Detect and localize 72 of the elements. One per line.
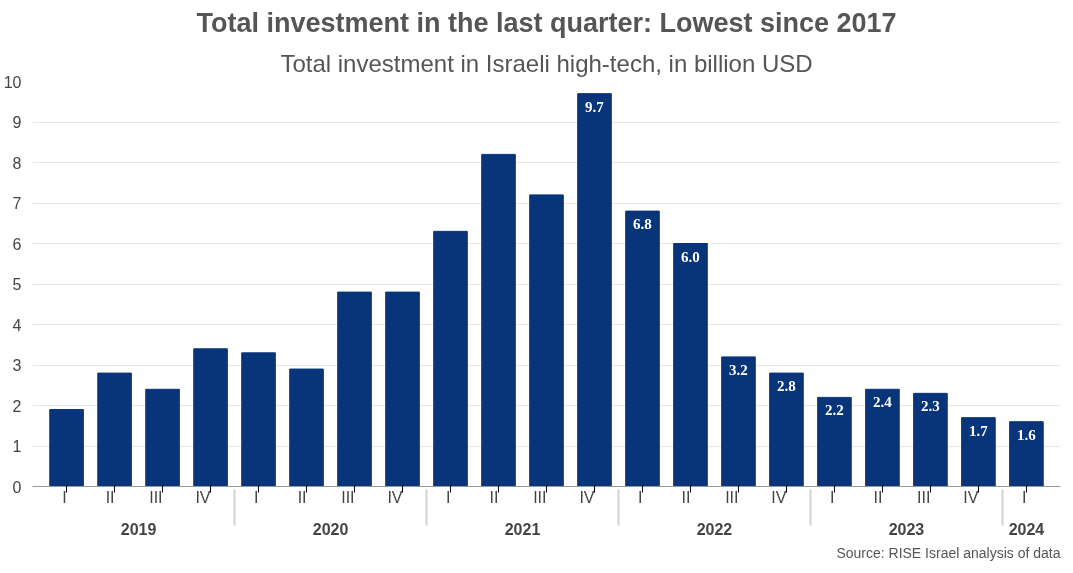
bar	[913, 392, 948, 487]
data-label: 6.0	[681, 248, 700, 265]
data-label: 9.7	[585, 98, 605, 115]
x-tick-label: III	[149, 489, 163, 506]
data-label: 6.8	[633, 216, 652, 233]
bar	[673, 243, 708, 487]
bar	[433, 230, 468, 487]
x-tick-label: II	[489, 489, 499, 506]
y-tick-label: 5	[12, 276, 22, 293]
x-tick-label: III	[917, 489, 931, 506]
text: 2024	[1008, 520, 1045, 538]
x-tick-label: I	[638, 489, 643, 506]
x-tick-label: III	[533, 489, 547, 506]
bar	[1009, 421, 1044, 487]
data-label: 1.7	[969, 422, 989, 439]
x-tick-label: II	[297, 489, 307, 506]
text: 2021	[504, 520, 541, 538]
bar	[577, 93, 612, 487]
bar	[769, 372, 804, 487]
y-tick-label: 8	[12, 154, 22, 172]
x-tick-label: I	[62, 489, 67, 506]
x-tick-label: III	[725, 489, 739, 506]
text: 2020	[312, 520, 349, 538]
chart-subtitle: Total investment in Israeli high-tech, in billion USD	[280, 49, 813, 77]
bar	[961, 417, 996, 487]
source-note: Source: RISE Israel analysis of data	[836, 544, 1061, 561]
y-tick-label: 0	[12, 478, 22, 496]
bar	[193, 348, 228, 487]
bar	[385, 291, 420, 487]
data-label: 3.2	[729, 361, 748, 378]
x-tick-label: II	[873, 489, 883, 506]
x-tick-label: III	[341, 489, 355, 506]
bar	[529, 194, 564, 487]
chart-title: Total investment in the last quarter: Lowest since 2017	[196, 7, 897, 38]
bar	[625, 210, 660, 487]
x-tick-label: I	[254, 489, 259, 506]
bar	[49, 409, 84, 487]
y-tick-label: 7	[12, 195, 22, 212]
x-tick-label: IV	[771, 489, 787, 506]
y-tick-label: 9	[12, 114, 22, 131]
text: 2023	[888, 520, 925, 538]
data-label: 2.8	[777, 378, 796, 395]
x-tick-label: IV	[387, 489, 403, 506]
data-label: 2.3	[921, 398, 940, 415]
bar	[721, 356, 756, 487]
bar	[145, 388, 180, 487]
x-tick-label: IV	[195, 489, 211, 506]
text: 2022	[696, 520, 733, 538]
data-label: 1.6	[1017, 426, 1037, 443]
y-tick-label: 3	[12, 357, 22, 374]
x-tick-label: II	[105, 489, 115, 506]
x-tick-label: I	[1021, 489, 1027, 506]
bar	[481, 153, 516, 487]
y-tick-label: 10	[3, 73, 22, 91]
y-tick-label: 6	[12, 235, 22, 253]
data-label: 2.4	[873, 394, 893, 411]
x-tick-label: II	[681, 489, 691, 506]
x-tick-label: I	[830, 489, 835, 506]
bar	[97, 372, 132, 487]
bar	[337, 291, 372, 487]
bar	[241, 352, 276, 487]
x-tick-label: IV	[963, 489, 979, 506]
x-tick-label: IV	[579, 489, 595, 506]
x-tick-label: I	[446, 489, 451, 506]
y-tick-label: 2	[12, 397, 22, 415]
y-tick-label: 4	[12, 316, 22, 334]
bar	[865, 388, 900, 487]
bar	[289, 368, 324, 487]
bar	[817, 396, 852, 487]
data-label: 2.2	[825, 402, 844, 419]
y-tick-label: 1	[12, 438, 22, 455]
text: 2019	[120, 520, 157, 538]
